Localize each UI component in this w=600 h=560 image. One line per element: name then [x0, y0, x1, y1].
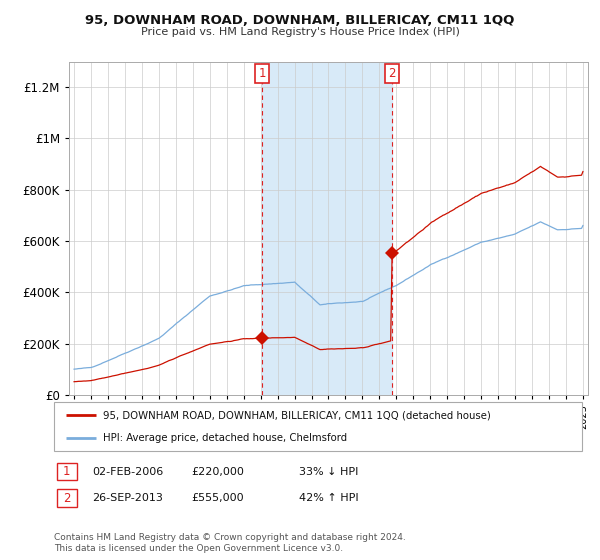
Text: 2: 2 [63, 492, 71, 505]
Bar [262, 62, 392, 395]
Text: 33% ↓ HPI: 33% ↓ HPI [299, 466, 358, 477]
Text: £220,000: £220,000 [191, 466, 244, 477]
Text: 1: 1 [63, 465, 71, 478]
Text: 02-FEB-2006: 02-FEB-2006 [92, 466, 163, 477]
Text: 95, DOWNHAM ROAD, DOWNHAM, BILLERICAY, CM11 1QQ: 95, DOWNHAM ROAD, DOWNHAM, BILLERICAY, C… [85, 14, 515, 27]
Text: HPI: Average price, detached house, Chelmsford: HPI: Average price, detached house, Chel… [103, 433, 347, 444]
Text: £555,000: £555,000 [191, 493, 244, 503]
Text: 42% ↑ HPI: 42% ↑ HPI [299, 493, 358, 503]
Text: 95, DOWNHAM ROAD, DOWNHAM, BILLERICAY, CM11 1QQ (detached house): 95, DOWNHAM ROAD, DOWNHAM, BILLERICAY, C… [103, 410, 491, 421]
Text: Price paid vs. HM Land Registry's House Price Index (HPI): Price paid vs. HM Land Registry's House … [140, 27, 460, 37]
Text: Contains HM Land Registry data © Crown copyright and database right 2024.
This d: Contains HM Land Registry data © Crown c… [54, 533, 406, 553]
Text: 26-SEP-2013: 26-SEP-2013 [92, 493, 163, 503]
Text: 1: 1 [259, 67, 266, 80]
Text: 2: 2 [388, 67, 395, 80]
